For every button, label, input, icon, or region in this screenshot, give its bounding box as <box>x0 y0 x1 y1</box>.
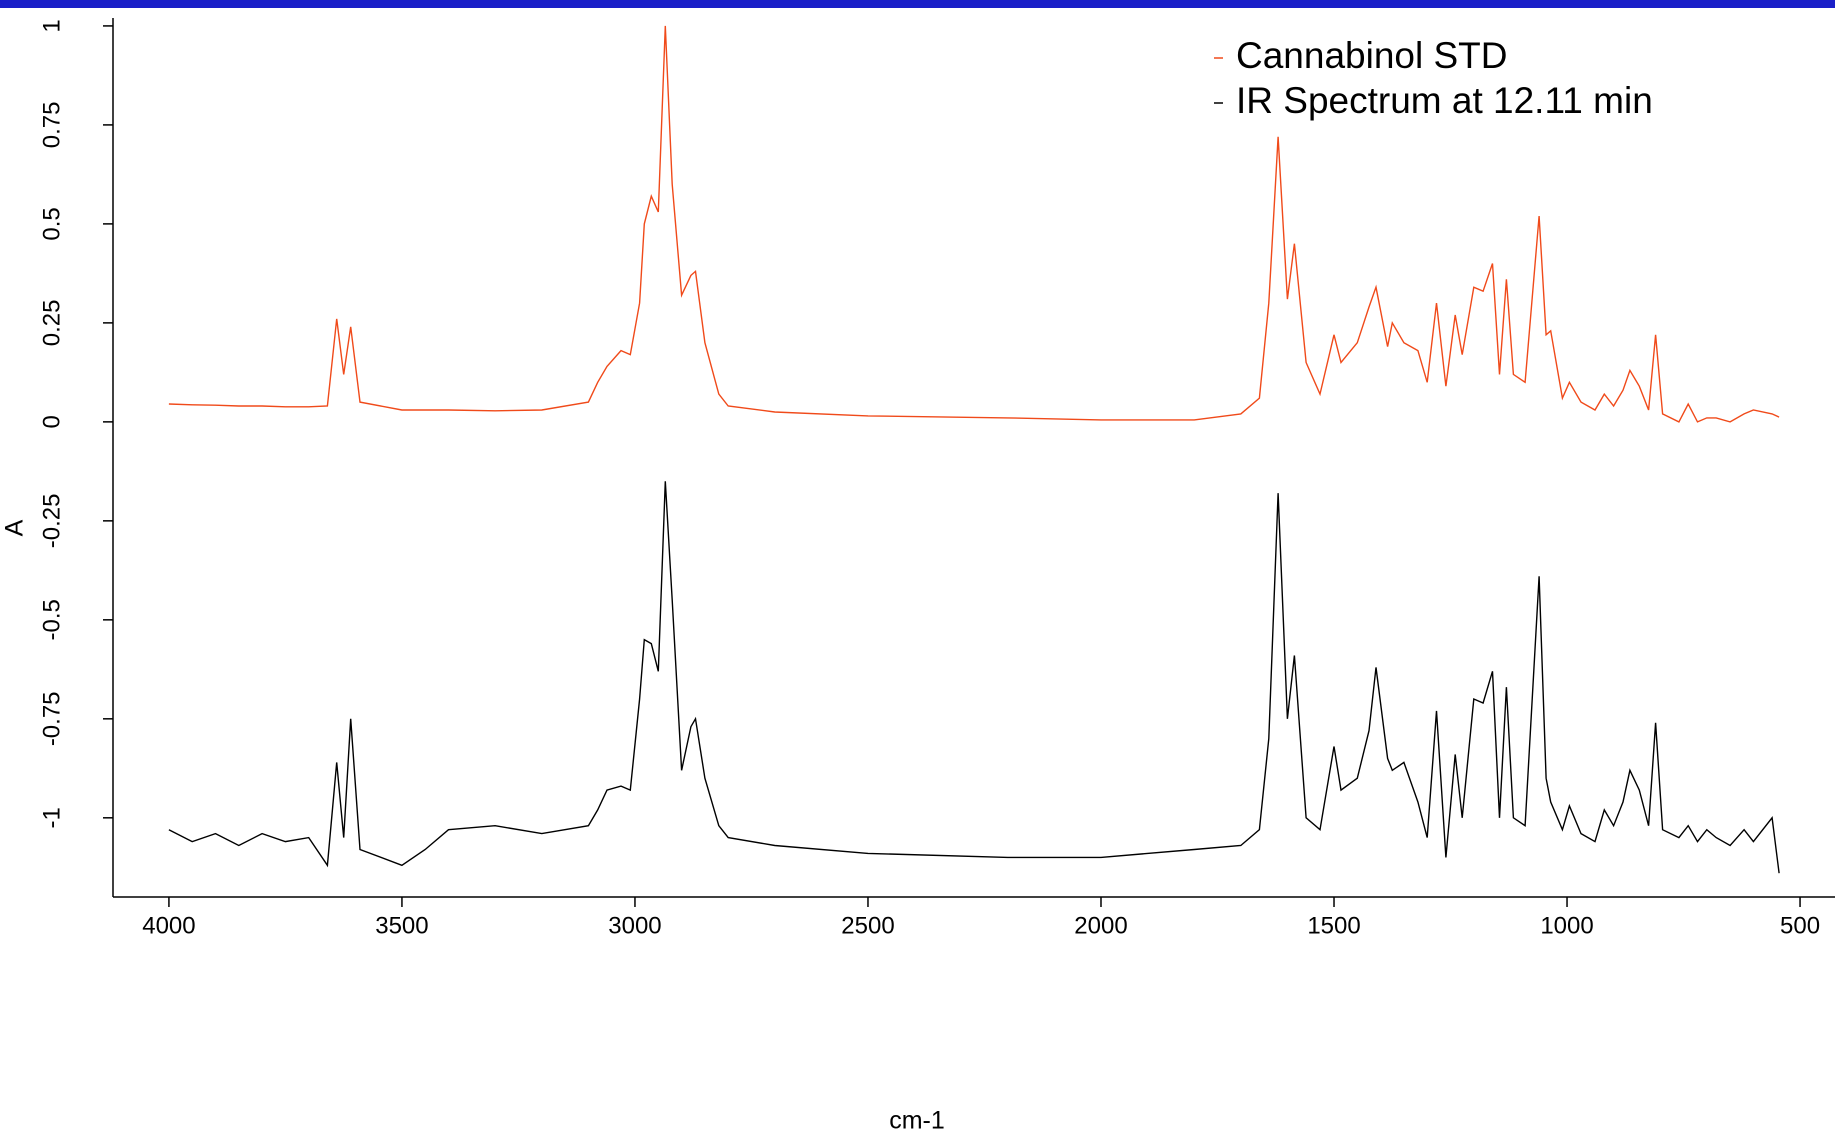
x-tick-label: 500 <box>1780 912 1820 939</box>
y-tick-label: 0.75 <box>38 102 65 149</box>
x-tick-label: 4000 <box>142 912 195 939</box>
legend-label: IR Spectrum at 12.11 min <box>1236 80 1653 121</box>
spectrum-line <box>168 481 1780 874</box>
x-tick-label: 2000 <box>1074 912 1127 939</box>
y-tick-label: -1 <box>38 807 65 828</box>
y-tick-label: -0.25 <box>38 493 65 548</box>
y-axis-label: A <box>1 519 29 536</box>
top-bar <box>0 0 1835 8</box>
y-tick-label: 0 <box>38 415 65 428</box>
y-tick-label: 0.25 <box>38 300 65 347</box>
y-tick-label: -0.75 <box>38 691 65 746</box>
spectrum-line <box>168 25 1780 423</box>
x-axis-label: cm-1 <box>889 1107 945 1135</box>
x-tick-label: 1500 <box>1307 912 1360 939</box>
y-tick-label: -0.5 <box>38 599 65 640</box>
legend-label: Cannabinol STD <box>1236 35 1507 76</box>
x-tick-label: 1000 <box>1540 912 1593 939</box>
x-tick-label: 2500 <box>841 912 894 939</box>
x-tick-label: 3000 <box>608 912 661 939</box>
x-tick-label: 3500 <box>375 912 428 939</box>
y-tick-label: 0.5 <box>38 207 65 240</box>
y-tick-label: 1 <box>38 19 65 32</box>
